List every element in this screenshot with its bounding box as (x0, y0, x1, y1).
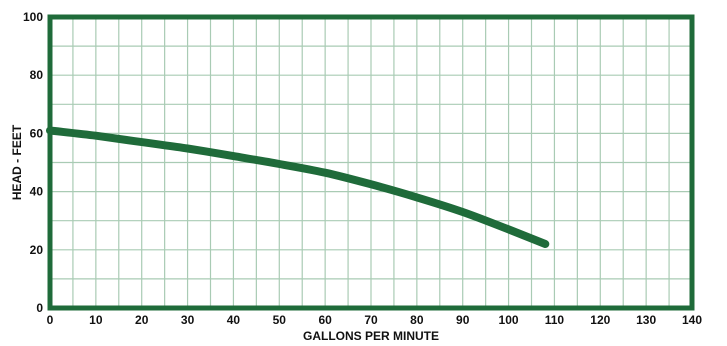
y-tick-label: 60 (30, 126, 44, 140)
x-tick-label: 140 (682, 313, 702, 327)
x-axis-title: GALLONS PER MINUTE (303, 329, 439, 343)
y-tick-label: 80 (30, 68, 44, 82)
x-tick-label: 60 (318, 313, 332, 327)
plot-frame (47, 14, 695, 311)
x-tick-label: 50 (273, 313, 287, 327)
x-tick-label: 10 (89, 313, 103, 327)
x-tick-label: 30 (181, 313, 195, 327)
x-tick-label: 70 (364, 313, 378, 327)
grid (50, 17, 692, 308)
y-tick-label: 0 (36, 301, 43, 315)
y-tick-labels: 0 20 40 60 80 100 (23, 10, 43, 315)
y-tick-label: 100 (23, 10, 43, 24)
x-tick-label: 130 (636, 313, 656, 327)
x-tick-label: 110 (545, 313, 565, 327)
x-tick-label: 100 (499, 313, 519, 327)
x-tick-label: 40 (227, 313, 241, 327)
y-tick-label: 40 (30, 185, 44, 199)
x-tick-labels: 0 10 20 30 40 50 60 70 80 90 100 110 120 130 140 (47, 313, 703, 327)
x-tick-label: 80 (410, 313, 424, 327)
x-tick-label: 90 (456, 313, 470, 327)
x-tick-label: 0 (47, 313, 54, 327)
y-axis-title: HEAD - FEET (10, 124, 24, 200)
y-tick-label: 20 (30, 243, 44, 257)
x-tick-label: 120 (590, 313, 610, 327)
x-tick-label: 20 (135, 313, 149, 327)
pump-curve-line (46, 126, 550, 248)
